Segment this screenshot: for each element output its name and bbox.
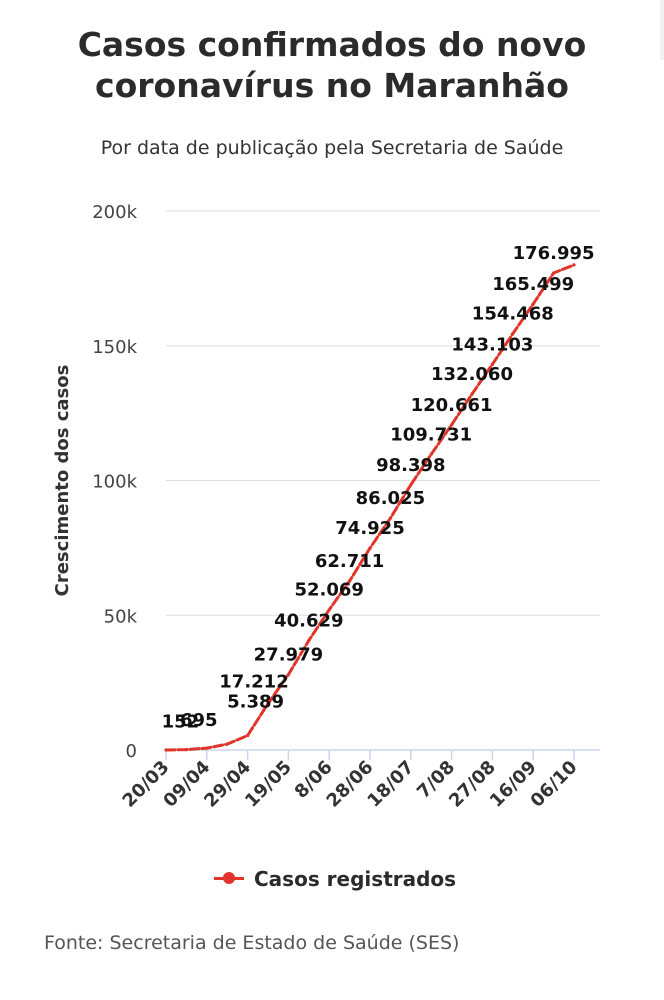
data-point	[531, 302, 535, 306]
x-tick-label: 19/05	[241, 757, 296, 812]
data-label: 165.499	[492, 274, 574, 295]
data-point	[368, 546, 372, 550]
data-point	[266, 702, 270, 706]
data-label: 120.661	[411, 395, 493, 416]
x-tick-label: 18/07	[363, 757, 418, 812]
data-label: 27.979	[254, 645, 323, 666]
data-point	[470, 392, 474, 396]
data-point	[429, 452, 433, 456]
data-point	[348, 579, 352, 583]
data-point	[327, 608, 331, 612]
data-label: 74.925	[335, 518, 404, 539]
data-label: 109.731	[390, 424, 472, 445]
data-point	[552, 271, 556, 275]
data-label: 5.389	[227, 691, 284, 712]
data-point	[205, 746, 209, 750]
y-tick-label: 100k	[92, 472, 137, 493]
legend-label: Casos registrados	[254, 867, 457, 891]
data-point	[286, 672, 290, 677]
data-point	[450, 423, 454, 427]
data-point	[164, 748, 168, 752]
data-point	[388, 516, 392, 520]
data-label: 154.468	[472, 304, 554, 325]
data-point	[184, 747, 188, 752]
y-tick-label: 150k	[92, 337, 137, 358]
source-note: Fonte: Secretaria de Estado de Saúde (SE…	[44, 932, 460, 954]
data-label: 152	[162, 712, 200, 733]
data-point	[307, 638, 311, 643]
data-point	[511, 332, 515, 336]
chart-title: Casos confirmados do novo coronavírus no…	[0, 24, 664, 106]
data-label: 40.629	[274, 611, 343, 632]
legend-marker-icon	[214, 864, 244, 894]
data-label: 86.025	[356, 488, 425, 509]
data-label: 62.711	[315, 551, 384, 572]
data-label: 98.398	[376, 455, 445, 476]
data-label: 695	[180, 710, 218, 731]
data-point	[572, 263, 576, 267]
data-point	[409, 483, 413, 487]
scroll-edge	[660, 0, 664, 60]
y-tick-label: 50k	[104, 606, 138, 627]
legend[interactable]: Casos registrados	[214, 864, 456, 894]
chart-title-line1: Casos confirmados do novo	[77, 25, 587, 64]
y-tick-label: 0	[126, 741, 137, 762]
data-point	[490, 362, 494, 366]
data-label: 17.212	[219, 672, 288, 693]
chart-title-line2: coronavírus no Maranhão	[95, 66, 569, 105]
x-tick-label: 06/10	[527, 757, 582, 812]
data-point	[225, 742, 229, 746]
y-tick-label: 200k	[92, 202, 137, 223]
data-label: 176.995	[513, 243, 595, 264]
data-label: 52.069	[294, 580, 363, 601]
data-point	[246, 733, 250, 738]
y-axis-title: Crescimento dos casos	[52, 365, 73, 597]
data-label: 143.103	[451, 334, 533, 355]
chart-subtitle: Por data de publicação pela Secretaria d…	[100, 137, 564, 159]
data-label: 132.060	[431, 364, 513, 385]
